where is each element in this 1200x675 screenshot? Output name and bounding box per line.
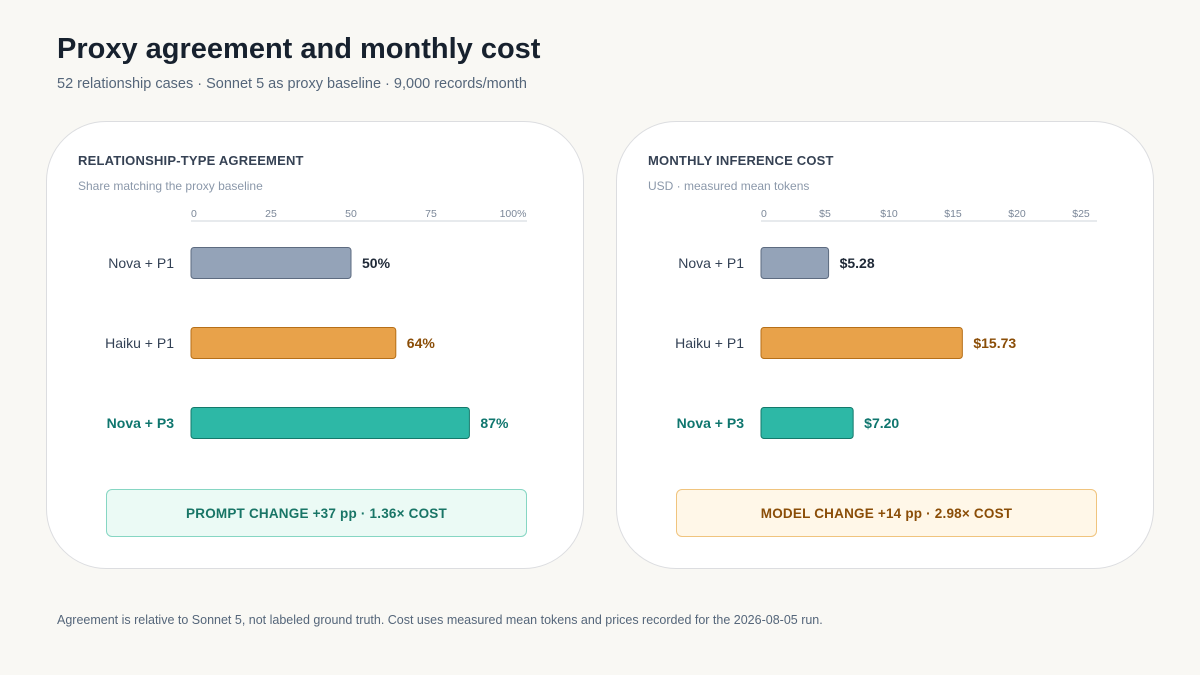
page-subtitle: 52 relationship cases · Sonnet 5 as prox… — [57, 76, 527, 92]
x-tick-label: $20 — [1008, 208, 1026, 220]
cost-bar-chart: 0 $5 $10 $15 $20 $25 Nova + P1 $5.28 Haiku + P1 $… — [675, 208, 1097, 439]
footnote: Agreement is relative to Sonnet 5, not l… — [57, 613, 823, 627]
bar — [190, 327, 397, 359]
agreement-bar-chart: 0 25 50 75 100% Nova + P1 50% Haiku + P1 64% Nova… — [105, 208, 527, 439]
data-label: 87% — [480, 415, 509, 431]
x-tick-label: 0 — [761, 208, 767, 220]
data-label: 50% — [362, 255, 391, 271]
data-label: $7.20 — [864, 415, 899, 431]
bar — [190, 407, 470, 439]
x-tick-label: 25 — [265, 208, 277, 220]
x-tick-label: 50 — [345, 208, 357, 220]
category-label: Haiku + P1 — [675, 335, 744, 351]
x-tick-label: $25 — [1072, 208, 1090, 220]
x-tick-label: 100% — [500, 208, 527, 220]
agreement-chart-card: RELATIONSHIP-TYPE AGREEMENT Share matchi… — [46, 121, 584, 569]
data-label: $5.28 — [840, 255, 875, 271]
category-label: Nova + P3 — [107, 415, 175, 431]
chart-title: MONTHLY INFERENCE COST — [648, 153, 834, 168]
chart-subtitle: Share matching the proxy baseline — [78, 179, 263, 193]
x-tick-label: $5 — [819, 208, 831, 220]
chart-title: RELATIONSHIP-TYPE AGREEMENT — [78, 153, 304, 168]
cost-chart-card: MONTHLY INFERENCE COST USD · measured me… — [616, 121, 1154, 569]
page-title: Proxy agreement and monthly cost — [57, 33, 541, 65]
data-label: $15.73 — [973, 335, 1016, 351]
x-tick-label: 75 — [425, 208, 437, 220]
category-label: Nova + P1 — [108, 255, 174, 271]
category-label: Nova + P1 — [678, 255, 744, 271]
chart-subtitle: USD · measured mean tokens — [648, 179, 810, 193]
data-label: 64% — [407, 335, 436, 351]
bar — [190, 247, 352, 279]
bar — [760, 327, 963, 359]
x-tick-label: $10 — [880, 208, 898, 220]
x-tick-label: 0 — [191, 208, 197, 220]
category-label: Haiku + P1 — [105, 335, 174, 351]
bar — [760, 407, 854, 439]
prompt-change-callout: PROMPT CHANGE +37 pp · 1.36× COST — [106, 489, 527, 537]
model-change-callout: MODEL CHANGE +14 pp · 2.98× COST — [676, 489, 1097, 537]
x-tick-label: $15 — [944, 208, 962, 220]
bar — [760, 247, 830, 279]
category-label: Nova + P3 — [677, 415, 745, 431]
